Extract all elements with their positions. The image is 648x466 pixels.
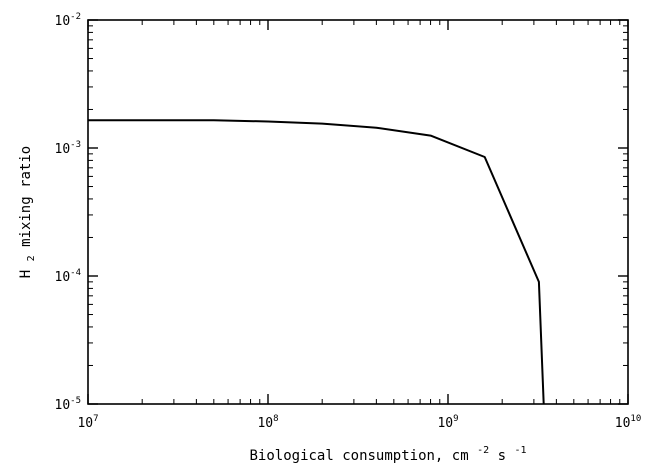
x-tick-label: 1010 (615, 414, 642, 431)
x-axis-label: Biological consumption, cm -2 s -1 (250, 441, 527, 464)
y-tick-labels: 10-510-410-310-2 (55, 12, 82, 413)
y-axis-label: H 2 mixing ratio (18, 146, 38, 279)
x-tick-label-base: 10 (615, 416, 631, 431)
y-tick-label-exponent: -4 (70, 268, 81, 278)
y-tick-label-exponent: -5 (70, 396, 81, 406)
x-tick-label: 109 (437, 414, 458, 431)
y-tick-label: 10-5 (55, 396, 82, 413)
x-tick-label-base: 10 (77, 416, 93, 431)
x-tick-label: 108 (257, 414, 278, 431)
x-axis-label-sup1: -2 (477, 445, 489, 456)
y-tick-label-base: 10 (55, 270, 71, 285)
x-tick-label-exponent: 8 (273, 414, 278, 424)
y-tick-label-base: 10 (55, 398, 71, 413)
y-tick-label-base: 10 (55, 14, 71, 29)
y-axis-label-pre: H (18, 270, 34, 278)
x-tick-label-exponent: 10 (630, 414, 641, 424)
x-tick-label-base: 10 (257, 416, 273, 431)
plot-area-frame (87, 19, 629, 405)
major-ticks (87, 19, 629, 405)
x-tick-labels: 107 108 109 1010 (77, 414, 641, 431)
y-tick-label: 10-4 (55, 268, 82, 285)
x-tick-label: 107 (77, 414, 98, 431)
x-axis-label-mid: s (498, 448, 506, 464)
y-tick-label: 10-2 (55, 12, 82, 29)
x-tick-label-exponent: 9 (453, 414, 458, 424)
y-tick-label-exponent: -3 (70, 140, 81, 150)
y-axis-label-post: mixing ratio (18, 146, 34, 247)
series-line (88, 119, 545, 405)
y-axis-label-sub: 2 (26, 255, 37, 261)
series-layer (88, 119, 545, 405)
minor-ticks (88, 20, 628, 404)
x-tick-label-exponent: 7 (93, 414, 98, 424)
x-axis-label-sup2: -1 (514, 445, 526, 456)
x-axis-label-text: Biological consumption, cm (250, 448, 469, 464)
y-tick-label-exponent: -2 (70, 12, 81, 22)
y-tick-label-base: 10 (55, 142, 71, 157)
x-tick-label-base: 10 (437, 416, 453, 431)
y-tick-label: 10-3 (55, 140, 82, 157)
